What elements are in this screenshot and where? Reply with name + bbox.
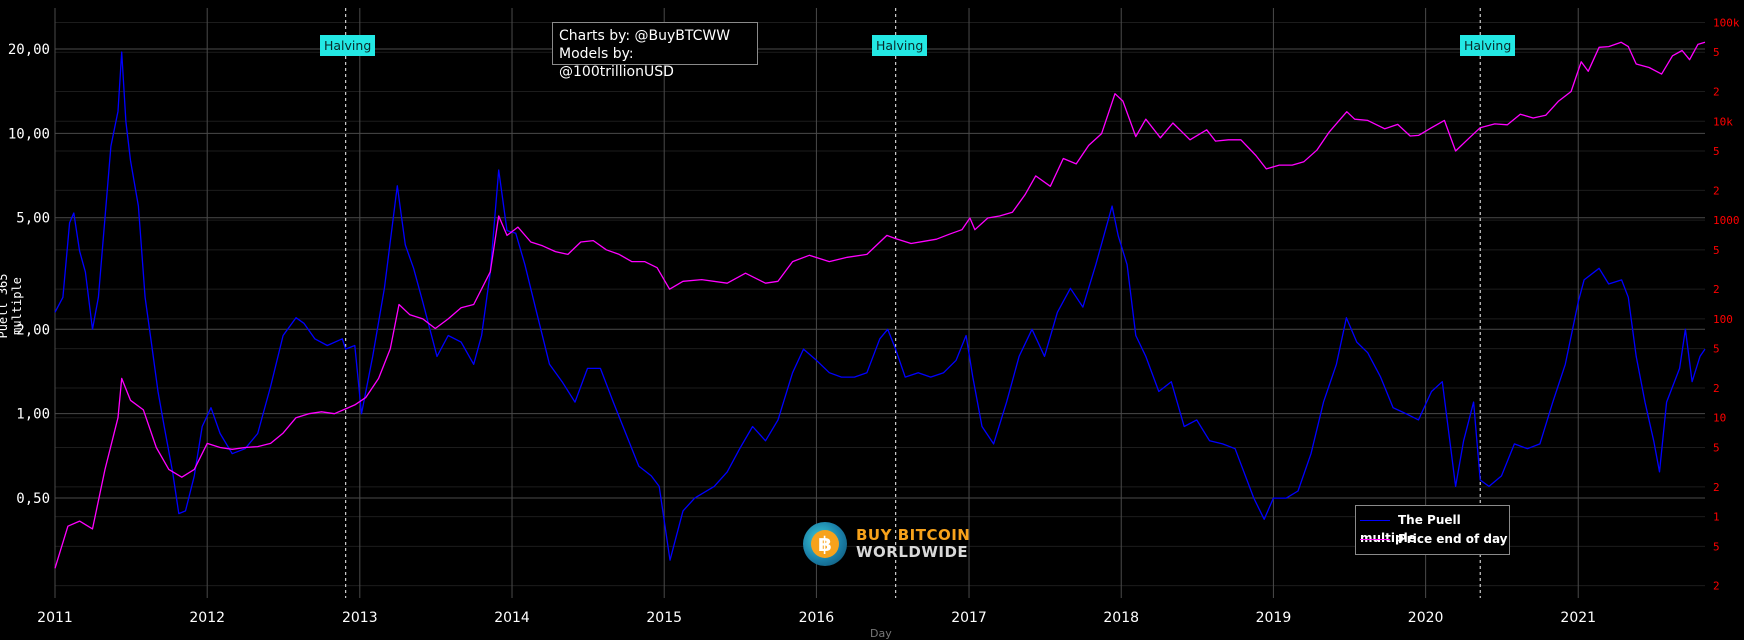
right-tick-label: 2 (1713, 184, 1720, 197)
left-tick-label: 10,00 (8, 126, 50, 142)
buy-bitcoin-worldwide-logo: ฿ BUY BITCOIN WORLDWIDE (803, 522, 970, 568)
halving-badge-2016: Halving (872, 35, 928, 56)
halving-badge-2020: Halving (1460, 35, 1516, 56)
right-tick-label: 5 (1713, 244, 1720, 257)
left-tick-label: 20,00 (8, 42, 50, 58)
legend-label-price: Price end of day (1398, 532, 1508, 546)
legend-swatch-puell (1360, 520, 1390, 521)
globe-icon: ฿ (803, 522, 847, 566)
series-layer (54, 41, 1706, 569)
right-tick-label: 100k (1713, 16, 1740, 29)
credits-box: Charts by: @BuyBTCWW Models by: @100tril… (552, 22, 758, 80)
legend-label-puell: The Puell multiple (1360, 513, 1461, 545)
right-tick-label: 5 (1713, 46, 1720, 59)
halving-lines (345, 8, 1481, 598)
legend-item-price: Price end of day (1360, 530, 1508, 548)
y-axis-title: Puell 365 multiple (0, 273, 24, 339)
legend-swatch-price (1360, 539, 1390, 540)
logo-text-line-2: WORLDWIDE (856, 543, 969, 561)
credits-line-2: Models by: @100trillionUSD (559, 46, 674, 80)
right-tick-label: 5 (1713, 540, 1720, 553)
x-tick-label: 2017 (951, 610, 987, 626)
x-tick-label: 2019 (1256, 610, 1292, 626)
x-tick-label: 2012 (189, 610, 225, 626)
x-tick-label: 2018 (1103, 610, 1139, 626)
right-tick-label: 10 (1713, 412, 1726, 425)
bitcoin-icon: ฿ (811, 530, 839, 558)
right-tick-label: 5 (1713, 441, 1720, 454)
right-tick-label: 1000 (1713, 214, 1740, 227)
left-tick-label: 2,00 (16, 322, 50, 338)
series-line-price (54, 41, 1706, 569)
left-tick-label: 5,00 (16, 211, 50, 227)
left-tick-label: 0,50 (16, 491, 50, 507)
right-tick-label: 2 (1713, 283, 1720, 296)
right-tick-label: 100 (1713, 313, 1733, 326)
halving-badge-2012: Halving (320, 35, 376, 56)
x-tick-label: 2014 (494, 610, 530, 626)
right-tick-label: 2 (1713, 86, 1720, 99)
left-axis-ticks: 0,50 1,00 2,00 5,00 10,00 20,00 (8, 42, 50, 507)
x-tick-label: 2015 (646, 610, 682, 626)
legend-item-puell: The Puell multiple (1360, 511, 1509, 545)
right-axis-ticks: 2 5 1 2 5 10 2 5 100 2 5 1000 2 5 10k 2 5 100k (1713, 16, 1740, 592)
legend: The Puell multiple Price end of day (1355, 505, 1510, 555)
x-axis-title: Day (870, 627, 892, 640)
grid (54, 8, 1705, 598)
x-tick-label: 2011 (37, 610, 73, 626)
right-tick-label: 5 (1713, 343, 1720, 356)
x-tick-label: 2021 (1560, 610, 1596, 626)
credits-line-1: Charts by: @BuyBTCWW (559, 28, 731, 44)
left-tick-label: 1,00 (16, 407, 50, 423)
right-tick-label: 2 (1713, 382, 1720, 395)
right-tick-label: 2 (1713, 580, 1720, 593)
right-tick-label: 1 (1713, 511, 1720, 524)
right-tick-label: 2 (1713, 481, 1720, 494)
series-line-puell (54, 51, 1706, 561)
x-tick-label: 2020 (1408, 610, 1444, 626)
x-tick-label: 2013 (342, 610, 378, 626)
right-tick-label: 5 (1713, 145, 1720, 158)
logo-text-line-1: BUY BITCOIN (856, 526, 971, 544)
x-tick-label: 2016 (799, 610, 835, 626)
right-tick-label: 10k (1713, 115, 1733, 128)
x-axis-ticks: 2011 2012 2013 2014 2015 2016 2017 2018 2019 2020… (37, 610, 1596, 626)
